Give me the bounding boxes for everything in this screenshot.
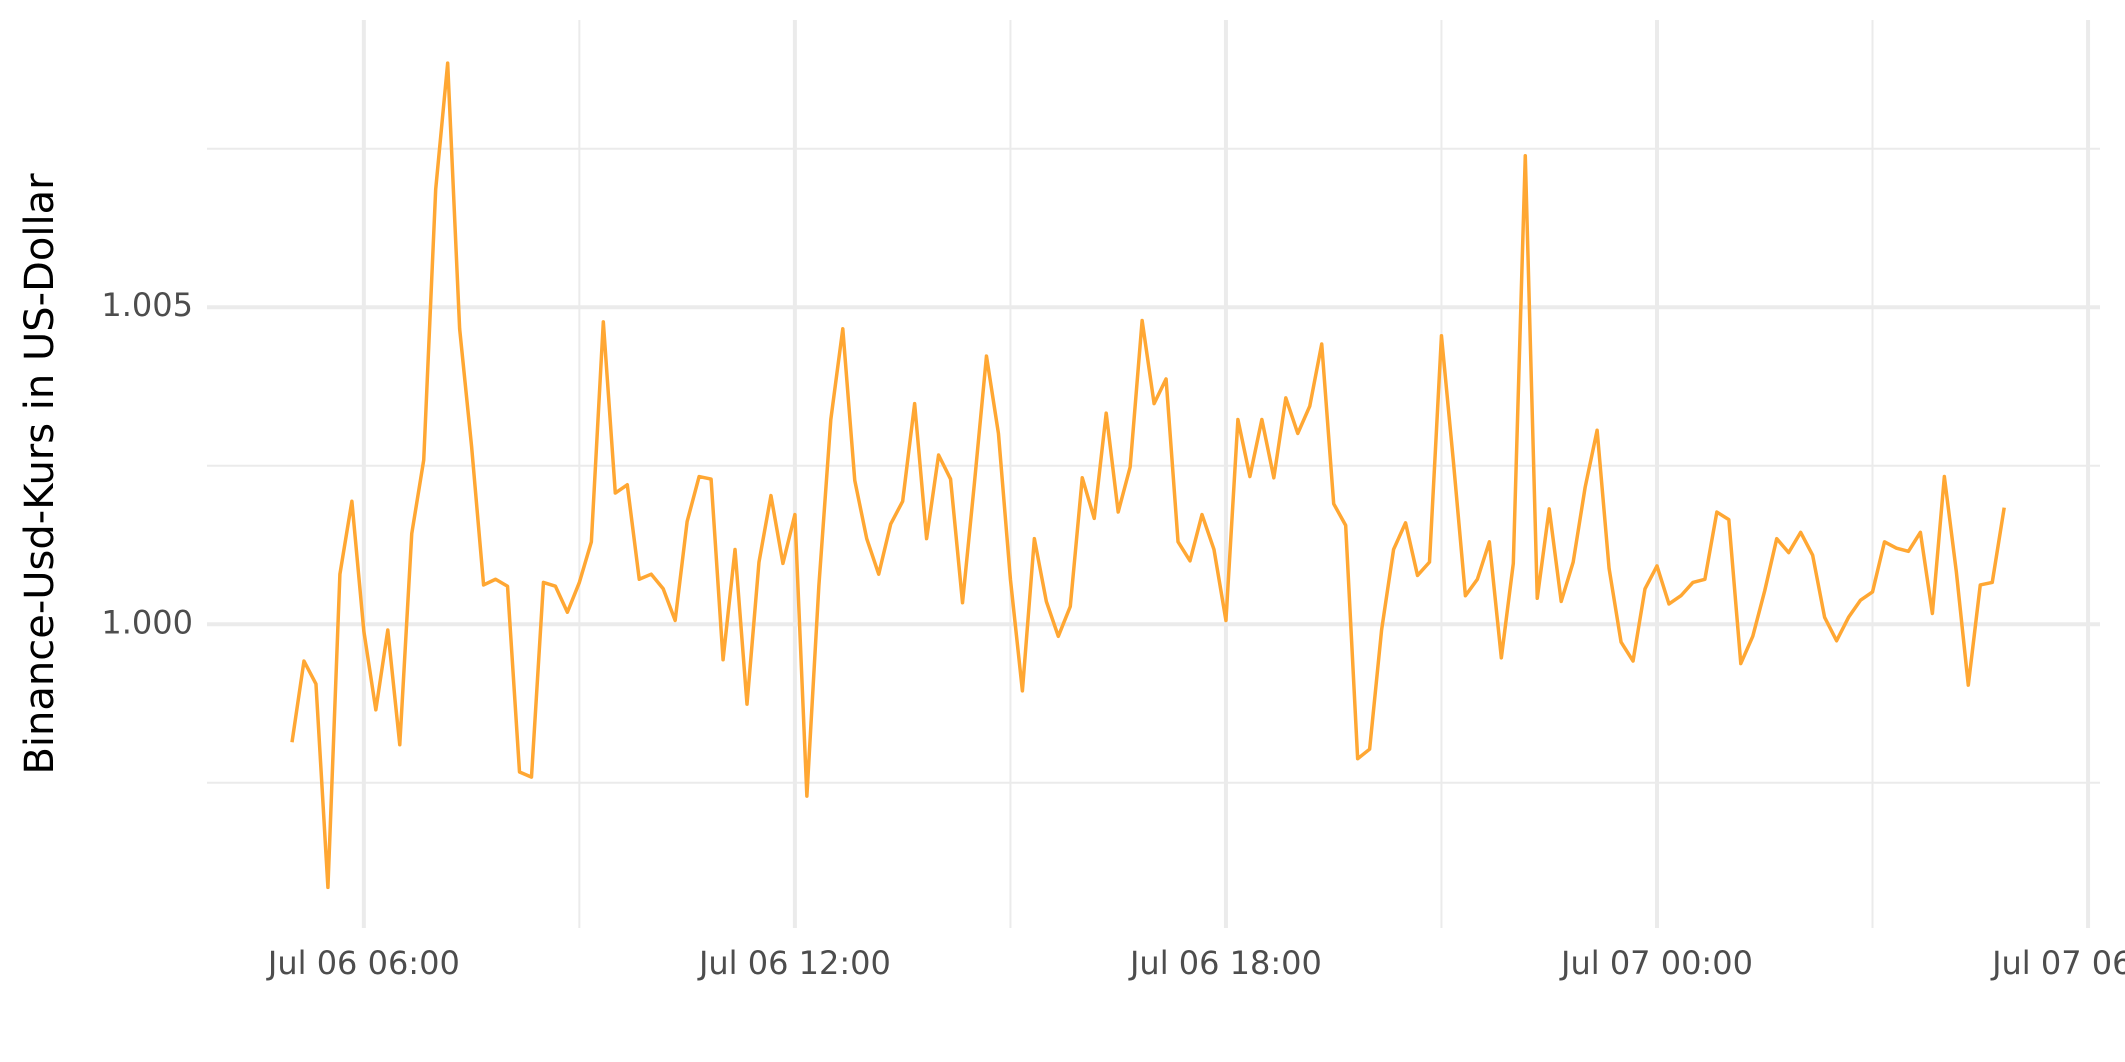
x-tick-label: Jul 06 18:00: [1128, 944, 1322, 982]
x-tick-label: Jul 07 00:00: [1559, 944, 1753, 982]
y-axis-title: Binance-Usd-Kurs in US-Dollar: [17, 173, 63, 775]
x-tick-label: Jul 06 06:00: [266, 944, 460, 982]
y-tick-label: 1.005: [101, 286, 193, 324]
price-line: [290, 61, 2006, 890]
y-tick-label: 1.000: [101, 603, 193, 641]
x-tick-label: Jul 06 12:00: [697, 944, 891, 982]
x-tick-label: Jul 07 06:00: [1990, 944, 2125, 982]
